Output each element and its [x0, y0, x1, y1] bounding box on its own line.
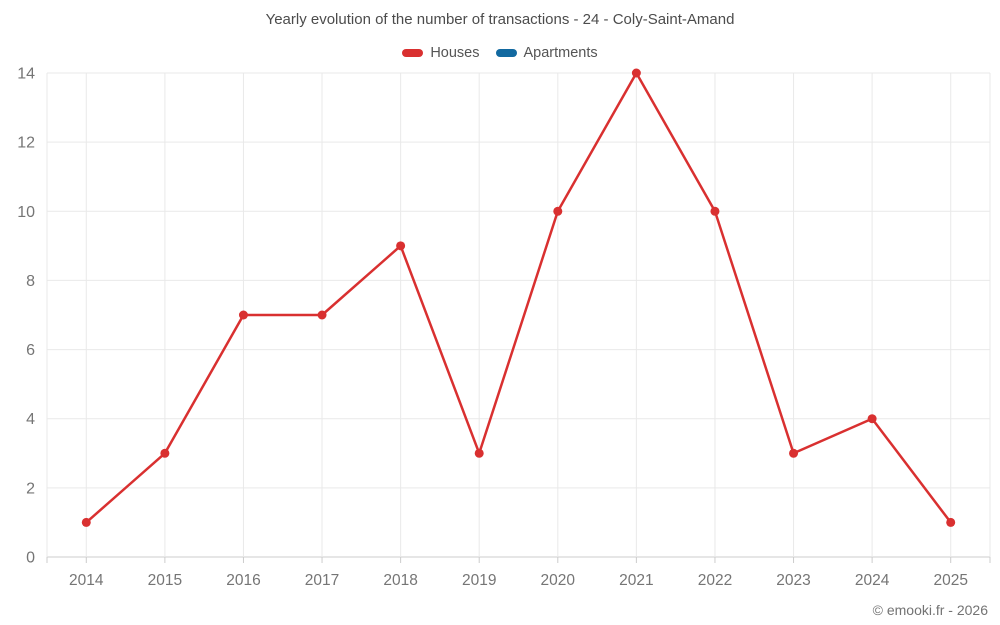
y-tick-label: 6 [26, 342, 35, 359]
data-point-houses[interactable] [946, 517, 956, 527]
houses-legend-label: Houses [430, 45, 480, 61]
y-tick-label: 2 [26, 480, 35, 497]
x-tick-label: 2021 [619, 572, 653, 589]
data-point-houses[interactable] [789, 448, 799, 458]
data-point-houses[interactable] [553, 206, 563, 216]
x-tick-label: 2019 [462, 572, 496, 589]
legend: Houses Apartments [0, 45, 1000, 61]
y-tick-label: 4 [26, 411, 35, 428]
series-line-houses [85, 71, 952, 524]
data-point-houses[interactable] [238, 310, 248, 320]
x-tick-label: 2015 [148, 572, 182, 589]
data-point-houses[interactable] [474, 448, 484, 458]
data-point-houses[interactable] [317, 310, 327, 320]
data-point-houses[interactable] [160, 448, 170, 458]
apartments-legend-label: Apartments [523, 45, 598, 61]
y-tick-label: 10 [17, 204, 35, 221]
x-tick-label: 2017 [305, 572, 339, 589]
data-point-houses[interactable] [710, 206, 720, 216]
x-tick-label: 2023 [776, 572, 810, 589]
houses-legend-marker-icon [402, 49, 424, 57]
legend-item-apartments[interactable]: Apartments [495, 45, 598, 61]
x-tick-label: 2024 [855, 572, 890, 589]
footer-credit: © emooki.fr - 2026 [872, 602, 988, 618]
x-tick-label: 2020 [541, 572, 576, 589]
data-point-houses[interactable] [81, 517, 91, 527]
x-tick-label: 2018 [383, 572, 417, 589]
y-tick-label: 8 [26, 273, 35, 290]
data-point-houses[interactable] [631, 68, 641, 78]
legend-item-houses[interactable]: Houses [402, 45, 480, 61]
x-tick-label: 2016 [226, 572, 260, 589]
x-tick-label: 2014 [69, 572, 104, 589]
x-tick-label: 2025 [933, 572, 967, 589]
x-tick-label: 2022 [698, 572, 732, 589]
apartments-legend-marker-icon [495, 49, 517, 57]
y-tick-label: 14 [17, 66, 35, 83]
chart-title: Yearly evolution of the number of transa… [265, 11, 735, 28]
data-point-houses[interactable] [396, 241, 406, 251]
data-point-houses[interactable] [867, 414, 877, 424]
y-tick-label: 0 [26, 550, 35, 567]
y-tick-label: 12 [17, 135, 35, 152]
